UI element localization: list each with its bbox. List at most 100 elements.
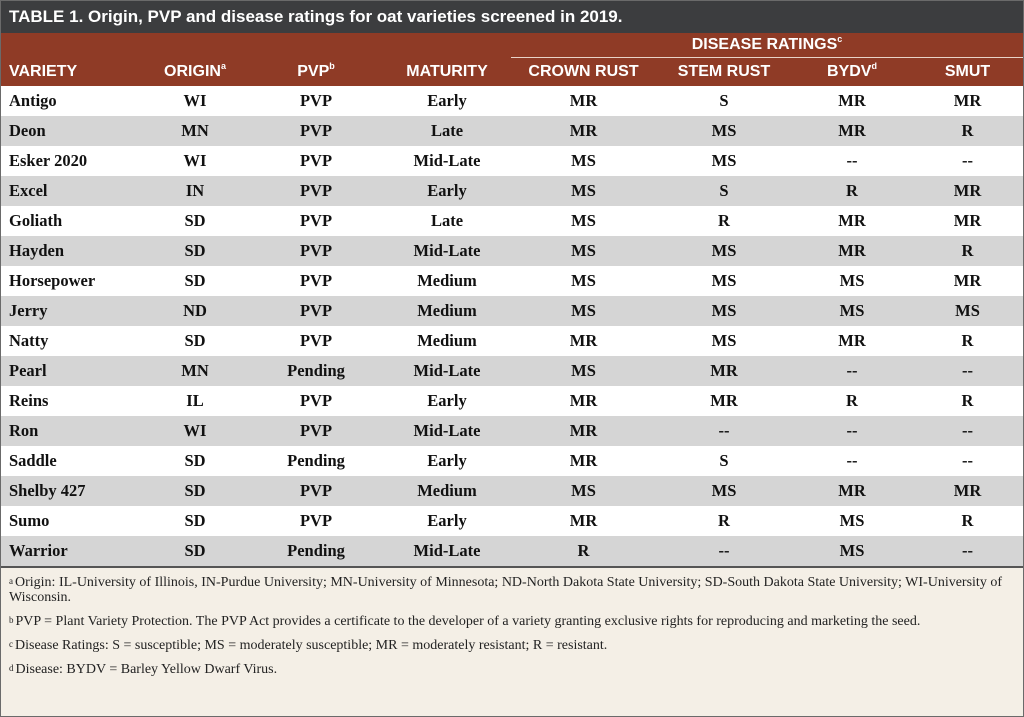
cell-origin: SD [141, 236, 249, 266]
cell-crown-rust: MR [511, 326, 656, 356]
table-row: Deon MN PVP Late MR MS MR R [1, 116, 1023, 146]
cell-pvp: PVP [249, 416, 383, 446]
table-row: Esker 2020 WI PVP Mid-Late MS MS -- -- [1, 146, 1023, 176]
cell-pvp: PVP [249, 236, 383, 266]
cell-smut: MR [912, 86, 1023, 116]
cell-smut: R [912, 236, 1023, 266]
footnote: c Disease Ratings: S = susceptible; MS = … [9, 638, 1015, 653]
cell-pvp: PVP [249, 206, 383, 236]
footnote-mark: c [9, 639, 13, 649]
table-row: Hayden SD PVP Mid-Late MS MS MR R [1, 236, 1023, 266]
cell-variety: Warrior [1, 536, 141, 568]
footnote-mark: a [220, 60, 226, 71]
header-row-group: DISEASE RATINGSc [1, 33, 1023, 58]
column-header-bydv: BYDVd [792, 57, 912, 86]
cell-crown-rust: MS [511, 206, 656, 236]
cell-bydv: MR [792, 476, 912, 506]
cell-pvp: PVP [249, 86, 383, 116]
cell-origin: SD [141, 206, 249, 236]
cell-bydv: MS [792, 536, 912, 568]
cell-origin: MN [141, 116, 249, 146]
footnotes: a Origin: IL-University of Illinois, IN-P… [1, 568, 1023, 677]
cell-crown-rust: MS [511, 236, 656, 266]
cell-origin: IN [141, 176, 249, 206]
cell-origin: SD [141, 266, 249, 296]
cell-maturity: Late [383, 206, 511, 236]
cell-variety: Deon [1, 116, 141, 146]
footnote-mark: b [9, 615, 14, 625]
cell-bydv: -- [792, 356, 912, 386]
footnote: d Disease: BYDV = Barley Yellow Dwarf Vir… [9, 662, 1015, 677]
cell-maturity: Medium [383, 296, 511, 326]
cell-maturity: Early [383, 86, 511, 116]
cell-bydv: -- [792, 446, 912, 476]
cell-crown-rust: MR [511, 86, 656, 116]
table-row: Natty SD PVP Medium MR MS MR R [1, 326, 1023, 356]
header-row: VARIETY ORIGINa PVPb MATURITY CROWN RUST… [1, 57, 1023, 86]
cell-variety: Jerry [1, 296, 141, 326]
cell-maturity: Mid-Late [383, 416, 511, 446]
cell-origin: SD [141, 446, 249, 476]
table-row: Shelby 427 SD PVP Medium MS MS MR MR [1, 476, 1023, 506]
cell-crown-rust: MR [511, 386, 656, 416]
cell-variety: Hayden [1, 236, 141, 266]
cell-stem-rust: -- [656, 416, 792, 446]
cell-stem-rust: R [656, 506, 792, 536]
cell-pvp: PVP [249, 506, 383, 536]
cell-origin: WI [141, 416, 249, 446]
cell-pvp: PVP [249, 146, 383, 176]
cell-crown-rust: MS [511, 266, 656, 296]
disease-ratings-header: DISEASE RATINGSc [511, 33, 1023, 58]
ratings-table: DISEASE RATINGSc VARIETY ORIGINa PVPb MA… [1, 33, 1023, 568]
cell-pvp: Pending [249, 536, 383, 568]
cell-crown-rust: R [511, 536, 656, 568]
cell-variety: Reins [1, 386, 141, 416]
cell-maturity: Late [383, 116, 511, 146]
footnote-text: PVP = Plant Variety Protection. The PVP … [15, 614, 921, 629]
column-header-stem-rust: STEM RUST [656, 57, 792, 86]
cell-origin: ND [141, 296, 249, 326]
header-spacer [1, 33, 511, 58]
cell-origin: SD [141, 476, 249, 506]
cell-pvp: PVP [249, 176, 383, 206]
cell-smut: MR [912, 266, 1023, 296]
cell-bydv: R [792, 386, 912, 416]
cell-smut: R [912, 116, 1023, 146]
table-row: Antigo WI PVP Early MR S MR MR [1, 86, 1023, 116]
footnote-text: Origin: IL-University of Illinois, IN-Pu… [9, 575, 1002, 605]
table-row: Ron WI PVP Mid-Late MR -- -- -- [1, 416, 1023, 446]
cell-origin: IL [141, 386, 249, 416]
cell-bydv: MR [792, 326, 912, 356]
cell-origin: SD [141, 536, 249, 568]
cell-stem-rust: R [656, 206, 792, 236]
cell-stem-rust: -- [656, 536, 792, 568]
footnote-text: Disease: BYDV = Barley Yellow Dwarf Viru… [15, 662, 278, 677]
cell-bydv: MR [792, 236, 912, 266]
cell-bydv: MR [792, 206, 912, 236]
cell-crown-rust: MR [511, 116, 656, 146]
cell-origin: MN [141, 356, 249, 386]
cell-maturity: Early [383, 176, 511, 206]
column-header-crown-rust: CROWN RUST [511, 57, 656, 86]
cell-smut: -- [912, 416, 1023, 446]
cell-stem-rust: MS [656, 296, 792, 326]
cell-bydv: -- [792, 146, 912, 176]
cell-stem-rust: MS [656, 266, 792, 296]
cell-variety: Horsepower [1, 266, 141, 296]
table-row: Saddle SD Pending Early MR S -- -- [1, 446, 1023, 476]
column-header-variety: VARIETY [1, 57, 141, 86]
table-row: Horsepower SD PVP Medium MS MS MS MR [1, 266, 1023, 296]
cell-maturity: Early [383, 446, 511, 476]
footnote-mark: a [9, 576, 13, 586]
cell-maturity: Mid-Late [383, 146, 511, 176]
cell-bydv: MS [792, 266, 912, 296]
cell-smut: -- [912, 356, 1023, 386]
cell-bydv: MS [792, 506, 912, 536]
cell-variety: Shelby 427 [1, 476, 141, 506]
cell-stem-rust: S [656, 86, 792, 116]
table-body: Antigo WI PVP Early MR S MR MR Deon MN PVP Late MR MS… [1, 86, 1023, 568]
cell-maturity: Mid-Late [383, 236, 511, 266]
cell-crown-rust: MS [511, 476, 656, 506]
cell-maturity: Early [383, 386, 511, 416]
